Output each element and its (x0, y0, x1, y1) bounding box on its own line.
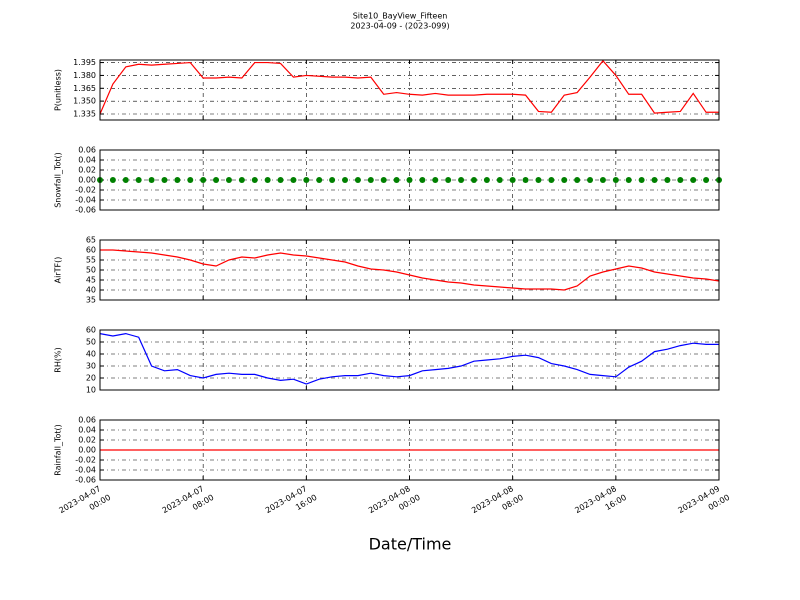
data-line (99, 332, 719, 385)
data-point (187, 177, 194, 183)
data-point (264, 177, 271, 183)
y-tick-label: 0.06 (78, 416, 96, 425)
y-tick-label: 0.02 (78, 436, 96, 445)
data-point (290, 177, 297, 183)
plot-frame (99, 59, 720, 121)
y-tick-label: 20 (86, 374, 96, 383)
data-point (690, 177, 697, 183)
data-point (664, 177, 671, 183)
y-tick-label: -0.06 (75, 206, 96, 215)
data-point (496, 177, 503, 183)
y-tick-label: 50 (86, 266, 96, 275)
data-point (458, 177, 465, 183)
data-point (509, 177, 516, 183)
y-tick-label: 60 (86, 326, 96, 335)
data-point (522, 177, 529, 183)
data-point (393, 177, 400, 183)
y-tick-label: 10 (86, 386, 96, 395)
y-axis-label: Rainfall_Tot() (54, 424, 63, 476)
data-point (148, 177, 155, 183)
chart-title: Site10_BayView_Fifteen (353, 12, 448, 21)
y-tick-label: 0.04 (78, 156, 96, 165)
data-point (445, 177, 452, 183)
y-tick-label: 0.00 (78, 446, 96, 455)
data-point (612, 177, 619, 183)
y-tick-label: 0.04 (78, 426, 96, 435)
y-tick-label: 50 (86, 338, 96, 347)
data-line (100, 249, 720, 291)
data-point (316, 177, 323, 183)
y-tick-label: 40 (86, 286, 96, 295)
y-tick-label: 1.380 (73, 71, 96, 80)
data-point (342, 177, 349, 183)
y-tick-label: 1.365 (73, 84, 96, 93)
x-axis-label: Date/Time (369, 535, 452, 554)
plot-frame (99, 329, 720, 391)
data-point (238, 177, 245, 183)
data-point (109, 177, 116, 183)
y-tick-label: 35 (86, 296, 96, 305)
data-point (677, 177, 684, 183)
data-point (367, 177, 374, 183)
y-tick-label: 65 (86, 236, 96, 245)
data-point (599, 177, 606, 183)
y-tick-label: 55 (86, 256, 96, 265)
y-tick-label: 60 (86, 246, 96, 255)
plot-frame (99, 419, 720, 481)
data-point (651, 177, 658, 183)
data-point (432, 177, 439, 183)
data-point (354, 177, 361, 183)
y-axis-label: RH(%) (54, 347, 63, 372)
y-tick-label: -0.04 (75, 466, 96, 475)
y-tick-label: 1.335 (73, 110, 96, 119)
y-tick-label: 0.02 (78, 166, 96, 175)
data-point (703, 177, 710, 183)
data-point (329, 177, 336, 183)
data-point (483, 177, 490, 183)
data-point (303, 177, 310, 183)
y-tick-label: -0.06 (75, 476, 96, 485)
data-point (174, 177, 181, 183)
data-point (638, 177, 645, 183)
y-tick-label: -0.04 (75, 196, 96, 205)
data-point (122, 177, 129, 183)
data-point (419, 177, 426, 183)
data-point (561, 177, 568, 183)
y-tick-label: -0.02 (75, 456, 96, 465)
data-point (200, 177, 207, 183)
data-point (161, 177, 168, 183)
data-point (470, 177, 477, 183)
data-line (99, 59, 719, 115)
data-point (406, 177, 413, 183)
data-point (135, 177, 142, 183)
plot-frame (99, 239, 720, 301)
y-tick-label: 0.06 (78, 146, 96, 155)
data-point (277, 177, 284, 183)
y-tick-label: 30 (86, 362, 96, 371)
plot-frame (99, 149, 720, 211)
y-tick-label: 1.395 (73, 58, 96, 67)
data-point (548, 177, 555, 183)
data-point (251, 177, 258, 183)
y-tick-label: 45 (86, 276, 96, 285)
chart-subtitle: 2023-04-09 - (2023-099) (350, 22, 449, 31)
data-point (535, 177, 542, 183)
y-tick-label: -0.02 (75, 186, 96, 195)
data-point (225, 177, 232, 183)
data-point (625, 177, 632, 183)
y-axis-label: Snowfall_Tot() (54, 152, 63, 208)
y-tick-label: 1.350 (73, 97, 96, 106)
y-tick-label: 40 (86, 350, 96, 359)
data-point (213, 177, 220, 183)
data-point (380, 177, 387, 183)
data-point (574, 177, 581, 183)
data-point (587, 177, 594, 183)
y-tick-label: 0.00 (78, 176, 96, 185)
y-axis-label: AirTF() (54, 257, 63, 284)
y-axis-label: P(unitless) (54, 69, 63, 111)
